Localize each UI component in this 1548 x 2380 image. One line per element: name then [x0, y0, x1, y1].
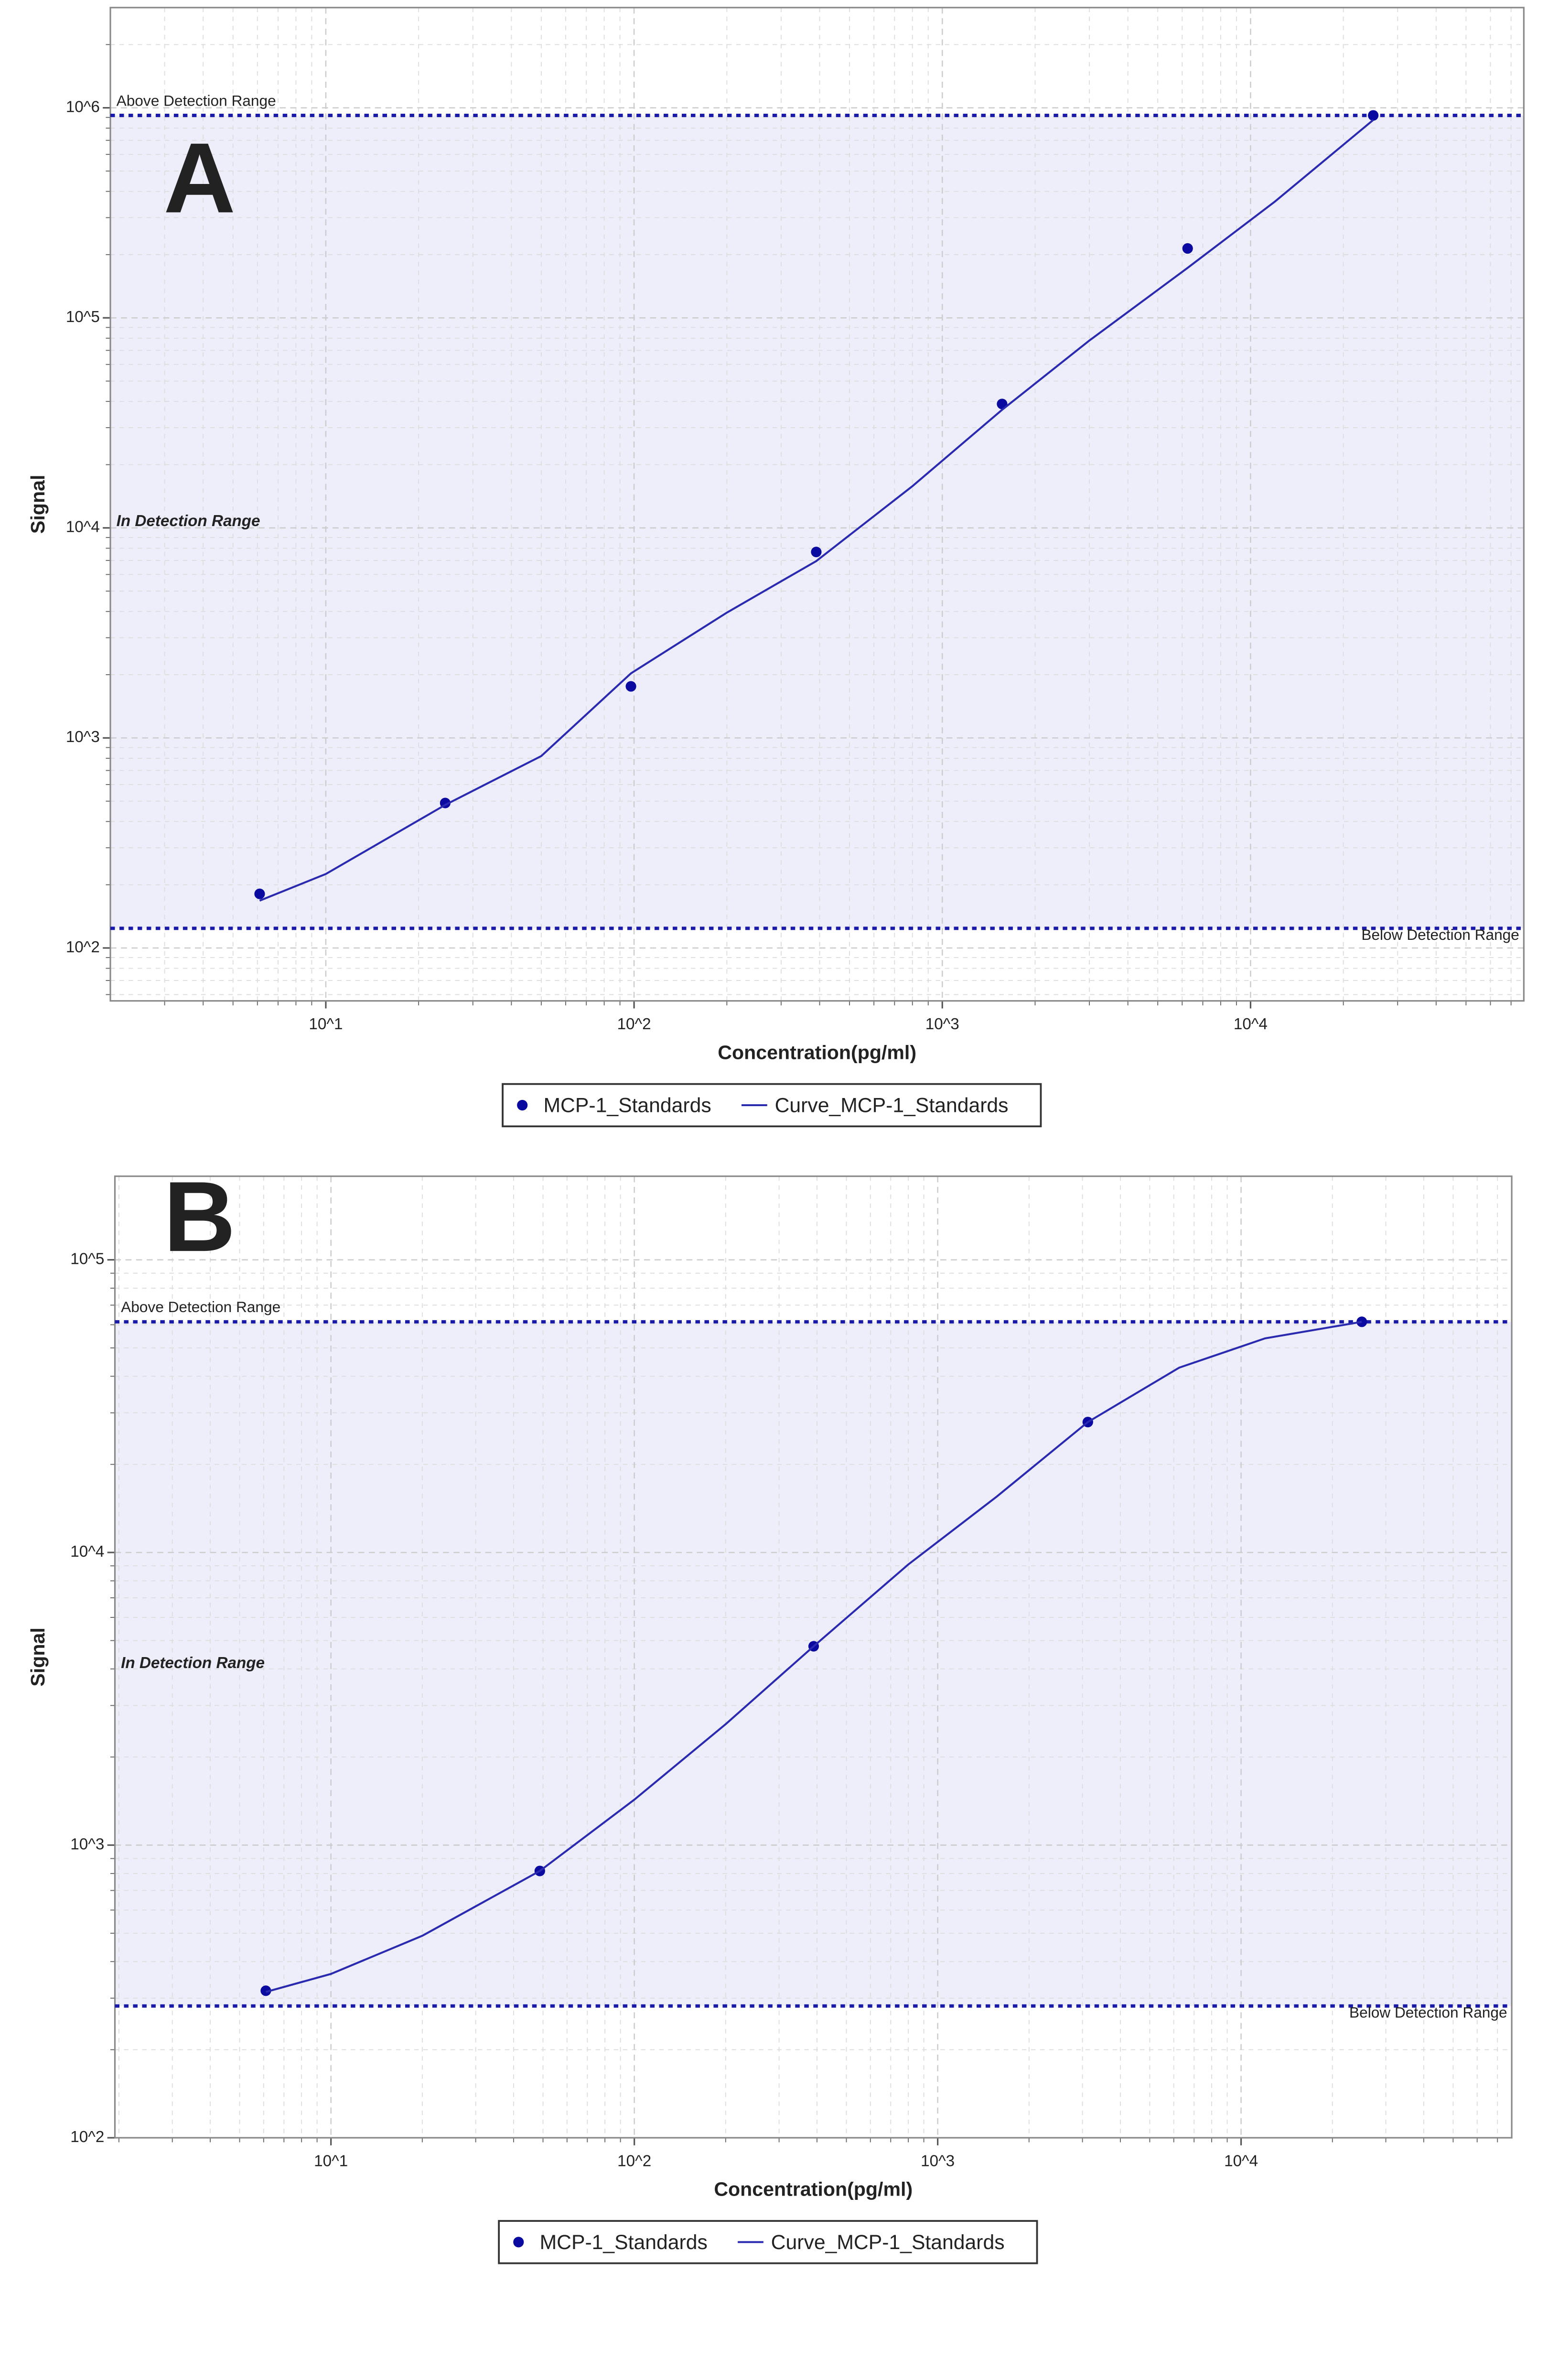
y-tick-label: 10^4 [70, 1543, 104, 1561]
panel-label: A [163, 122, 236, 234]
data-point [625, 681, 636, 692]
y-tick-label: 10^5 [70, 1250, 104, 1268]
x-tick-label: 10^1 [314, 2152, 348, 2170]
lower-detection-label: Below Detection Range [1361, 926, 1519, 943]
legend-label: MCP-1_Standards [540, 2231, 708, 2254]
plot-border [109, 7, 1525, 1002]
x-tick-label: 10^1 [309, 1015, 343, 1033]
legend-marker [513, 2237, 524, 2248]
y-tick-label: 10^2 [70, 2128, 104, 2146]
x-tick-label: 10^2 [617, 1015, 651, 1033]
fit-curve [265, 1321, 1362, 1993]
data-point [260, 1985, 271, 1996]
detection-band [115, 1322, 1512, 2006]
data-point [254, 888, 265, 899]
y-tick-label: 10^3 [66, 728, 100, 746]
data-point [811, 547, 822, 558]
in-detection-label: In Detection Range [117, 512, 260, 530]
data-point [1368, 110, 1379, 121]
y-tick-label: 10^3 [70, 1835, 104, 1853]
data-point [1182, 243, 1193, 254]
lower-detection-label: Below Detection Range [1349, 2003, 1507, 2021]
panel-label: B [163, 1161, 236, 1272]
legend-box [498, 2220, 1038, 2264]
upper-detection-label: Above Detection Range [117, 92, 276, 109]
y-axis-title: Signal [27, 475, 49, 534]
legend-box [502, 1083, 1042, 1128]
x-tick-label: 10^3 [921, 2152, 955, 2170]
y-axis-title: Signal [27, 1627, 49, 1686]
plot-border [114, 1175, 1513, 2139]
legend-label: Curve_MCP-1_Standards [771, 2231, 1005, 2254]
y-tick-label: 10^4 [66, 518, 100, 536]
y-tick-label: 10^6 [66, 98, 100, 116]
in-detection-label: In Detection Range [121, 1654, 265, 1672]
x-tick-label: 10^3 [925, 1015, 959, 1033]
x-tick-label: 10^2 [617, 2152, 651, 2170]
legend-marker [517, 1099, 528, 1111]
x-axis-title: Concentration(pg/ml) [714, 2178, 913, 2200]
x-axis-title: Concentration(pg/ml) [718, 1041, 916, 1063]
detection-band [110, 115, 1524, 928]
x-tick-label: 10^4 [1234, 1015, 1268, 1033]
data-point [1356, 1316, 1367, 1327]
upper-detection-label: Above Detection Range [121, 1298, 280, 1315]
x-tick-label: 10^4 [1224, 2152, 1258, 2170]
y-tick-label: 10^5 [66, 308, 100, 326]
fit-curve [259, 119, 1374, 902]
y-tick-label: 10^2 [66, 938, 100, 956]
legend-label: Curve_MCP-1_Standards [775, 1094, 1009, 1117]
legend-label: MCP-1_Standards [543, 1094, 711, 1117]
